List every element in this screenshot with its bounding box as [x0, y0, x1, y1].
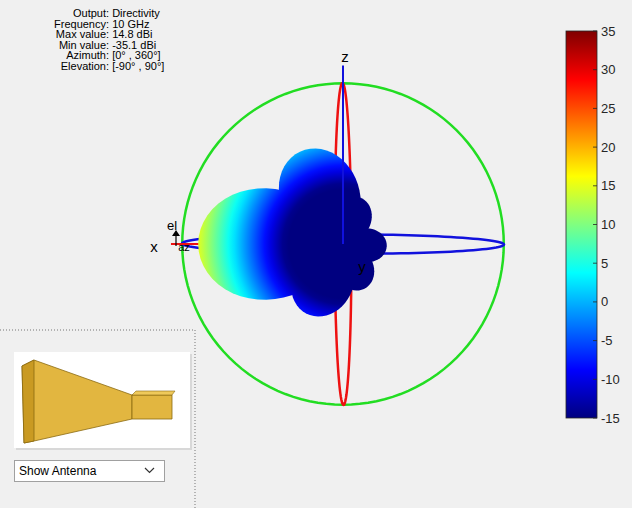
colorbar-tick [593, 185, 597, 186]
colorbar-tick [593, 108, 597, 109]
axis-label: y [358, 258, 366, 275]
colorbar: -15 -10 -5 0 5 10 15 20 25 30 35 [566, 24, 620, 426]
colorbar-tick [593, 69, 597, 70]
colorbar-tick-label: 0 [601, 294, 608, 309]
colorbar-tick-label: -10 [601, 372, 620, 387]
antenna-horn [22, 360, 175, 443]
colorbar-bar [566, 31, 597, 418]
horn-flare [22, 360, 132, 443]
panel-border [195, 330, 196, 508]
dropdown-box[interactable] [15, 461, 165, 482]
colorbar-tick-label: -15 [601, 411, 620, 426]
colorbar-tick-label: -5 [601, 333, 613, 348]
figure: Output : DirectivityFrequency : 10 GHzMa… [0, 0, 632, 508]
lobe [334, 243, 374, 290]
colorbar-tick-label: 10 [601, 217, 615, 232]
axis-label: z [341, 48, 349, 65]
info-value-text: [-90° , 90°] [112, 60, 164, 72]
info-text: Output : DirectivityFrequency : 10 GHzMa… [54, 7, 164, 72]
axis-label: az [178, 241, 190, 253]
colorbar-tick [593, 379, 597, 380]
colorbar-tick [593, 263, 597, 264]
colorbar-tick-label: 25 [601, 101, 615, 116]
waveguide-top [132, 391, 175, 395]
horn-aperture [22, 360, 34, 443]
dropdown[interactable]: Show Antenna [15, 461, 165, 482]
lobe [333, 196, 372, 244]
dropdown-chevron[interactable] [145, 468, 154, 473]
info-label: Elevation [61, 60, 106, 72]
background [0, 0, 632, 508]
colorbar-tick-label: 20 [601, 140, 615, 155]
waveguide [132, 395, 172, 419]
axis-label: x [150, 238, 158, 255]
colorbar-tick [593, 340, 597, 341]
antenna-thumbnail [14, 352, 190, 448]
colorbar-tick [593, 301, 597, 302]
colorbar-tick [593, 31, 597, 32]
colorbar-tick-label: 30 [601, 62, 615, 77]
colorbar-tick-label: 15 [601, 178, 615, 193]
colorbar-tick-label: 5 [601, 256, 608, 271]
dropdown-text[interactable]: Show Antenna [19, 464, 97, 478]
colorbar-tick-label: 35 [601, 24, 615, 39]
el-arrow-head [172, 230, 180, 236]
z-axis [342, 66, 344, 244]
pattern [198, 149, 387, 317]
panel-border [0, 330, 195, 331]
info-value: : [-90° , 90°] [106, 60, 164, 72]
colorbar-tick [593, 418, 597, 419]
colorbar-tick [593, 224, 597, 225]
colorbar-tick [593, 147, 597, 148]
